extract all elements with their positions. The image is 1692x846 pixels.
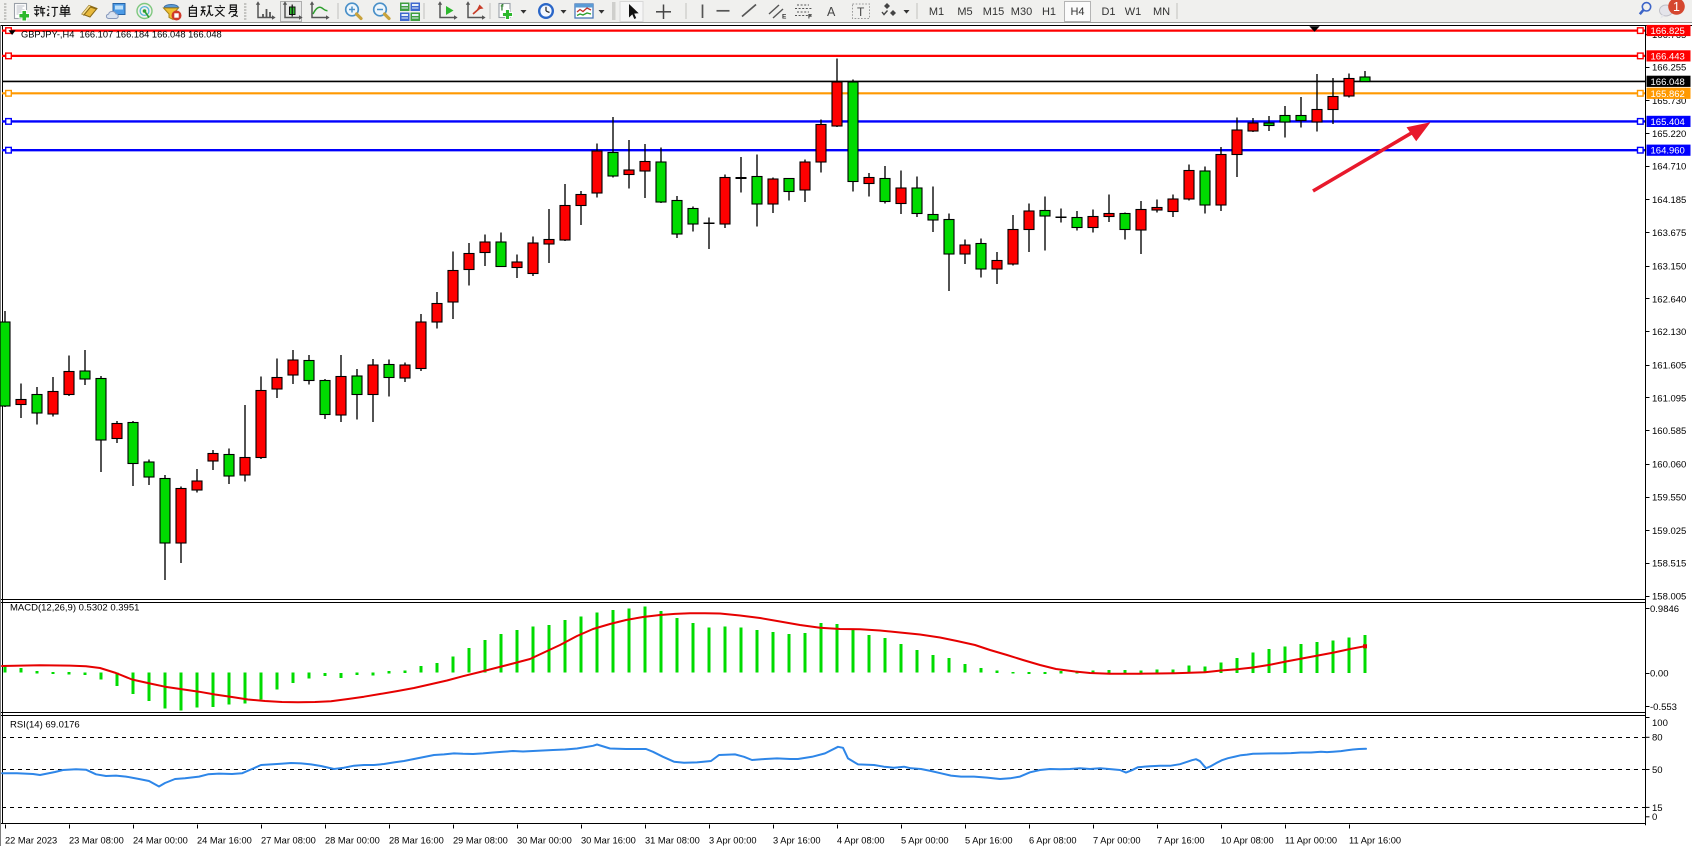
svg-text:M1: M1 [929, 6, 944, 18]
svg-text:27 Mar 08:00: 27 Mar 08:00 [261, 835, 316, 845]
svg-text:164.710: 164.710 [1652, 162, 1686, 173]
svg-text:158.515: 158.515 [1652, 559, 1686, 570]
svg-text:f: f [501, 3, 505, 13]
svg-text:7 Apr 16:00: 7 Apr 16:00 [1157, 835, 1205, 845]
svg-text:F: F [808, 14, 812, 21]
svg-text:-0.553: -0.553 [1650, 702, 1677, 713]
svg-text:5 Apr 00:00: 5 Apr 00:00 [901, 835, 949, 845]
svg-text:11 Apr 16:00: 11 Apr 16:00 [1349, 835, 1401, 845]
svg-text:29 Mar 08:00: 29 Mar 08:00 [453, 835, 508, 845]
svg-text:162.130: 162.130 [1652, 327, 1686, 338]
svg-text:24 Mar 00:00: 24 Mar 00:00 [133, 835, 188, 845]
svg-text:165.404: 165.404 [1651, 117, 1685, 128]
svg-text:5 Apr 16:00: 5 Apr 16:00 [965, 835, 1013, 845]
svg-text:T: T [857, 5, 865, 19]
svg-text:50: 50 [1652, 765, 1663, 776]
svg-text:11 Apr 00:00: 11 Apr 00:00 [1285, 835, 1337, 845]
svg-text:0.9846: 0.9846 [1650, 604, 1679, 615]
svg-text:28 Mar 16:00: 28 Mar 16:00 [389, 835, 444, 845]
svg-text:3 Apr 00:00: 3 Apr 00:00 [709, 835, 757, 845]
svg-text:163.675: 163.675 [1652, 228, 1686, 239]
svg-text:M5: M5 [957, 6, 972, 18]
svg-text:161.605: 161.605 [1652, 361, 1686, 372]
svg-text:80: 80 [1652, 733, 1663, 744]
svg-text:164.185: 164.185 [1652, 195, 1686, 206]
svg-text:1: 1 [1673, 0, 1680, 14]
svg-text:A: A [827, 5, 836, 19]
svg-text:H1: H1 [1042, 6, 1056, 18]
svg-text:RSI(14) 69.0176: RSI(14) 69.0176 [10, 719, 80, 730]
svg-text:M30: M30 [1011, 6, 1032, 18]
svg-text:3 Apr 16:00: 3 Apr 16:00 [773, 835, 821, 845]
svg-text:10 Apr 08:00: 10 Apr 08:00 [1221, 835, 1274, 845]
svg-text:4 Apr 08:00: 4 Apr 08:00 [837, 835, 885, 845]
svg-text:159.550: 159.550 [1652, 492, 1686, 503]
svg-text:165.862: 165.862 [1651, 89, 1685, 100]
svg-text:165.220: 165.220 [1652, 129, 1686, 140]
svg-text:30 Mar 00:00: 30 Mar 00:00 [517, 835, 572, 845]
svg-text:166.825: 166.825 [1651, 26, 1685, 37]
svg-text:159.025: 159.025 [1652, 526, 1686, 537]
svg-text:7 Apr 00:00: 7 Apr 00:00 [1093, 835, 1141, 845]
svg-text:6 Apr 08:00: 6 Apr 08:00 [1029, 835, 1077, 845]
svg-text:158.005: 158.005 [1652, 592, 1686, 603]
svg-text:164.960: 164.960 [1651, 146, 1685, 157]
svg-text:30 Mar 16:00: 30 Mar 16:00 [581, 835, 636, 845]
svg-text:165.730: 165.730 [1652, 96, 1686, 107]
svg-text:24 Mar 16:00: 24 Mar 16:00 [197, 835, 252, 845]
svg-text:0.00: 0.00 [1650, 668, 1669, 679]
svg-text:166.048: 166.048 [1651, 77, 1685, 88]
svg-text:100: 100 [1652, 718, 1668, 729]
svg-text:23 Mar 08:00: 23 Mar 08:00 [69, 835, 124, 845]
svg-text:W1: W1 [1125, 6, 1142, 18]
svg-text:166.443: 166.443 [1651, 51, 1685, 62]
svg-text:161.095: 161.095 [1652, 393, 1686, 404]
svg-text:MACD(12,26,9) 0.5302 0.3951: MACD(12,26,9) 0.5302 0.3951 [10, 603, 139, 614]
svg-text:31 Mar 08:00: 31 Mar 08:00 [645, 835, 700, 845]
svg-text:160.060: 160.060 [1652, 460, 1686, 471]
svg-text:0: 0 [1652, 812, 1657, 823]
svg-text:D1: D1 [1101, 6, 1115, 18]
svg-text:166.255: 166.255 [1652, 62, 1686, 73]
svg-text:E: E [782, 14, 787, 21]
svg-text:MN: MN [1153, 6, 1170, 18]
svg-text:22 Mar 2023: 22 Mar 2023 [5, 835, 57, 845]
svg-text:M15: M15 [983, 6, 1004, 18]
svg-text:15: 15 [1652, 803, 1663, 814]
svg-text:160.585: 160.585 [1652, 426, 1686, 437]
svg-text:28 Mar 00:00: 28 Mar 00:00 [325, 835, 380, 845]
svg-text:163.150: 163.150 [1652, 262, 1686, 273]
svg-text:H4: H4 [1070, 6, 1084, 18]
svg-text:GBPJPY-,H4 166.107 166.184 16: GBPJPY-,H4 166.107 166.184 166.048 166.0… [21, 29, 222, 39]
svg-text:162.640: 162.640 [1652, 294, 1686, 305]
